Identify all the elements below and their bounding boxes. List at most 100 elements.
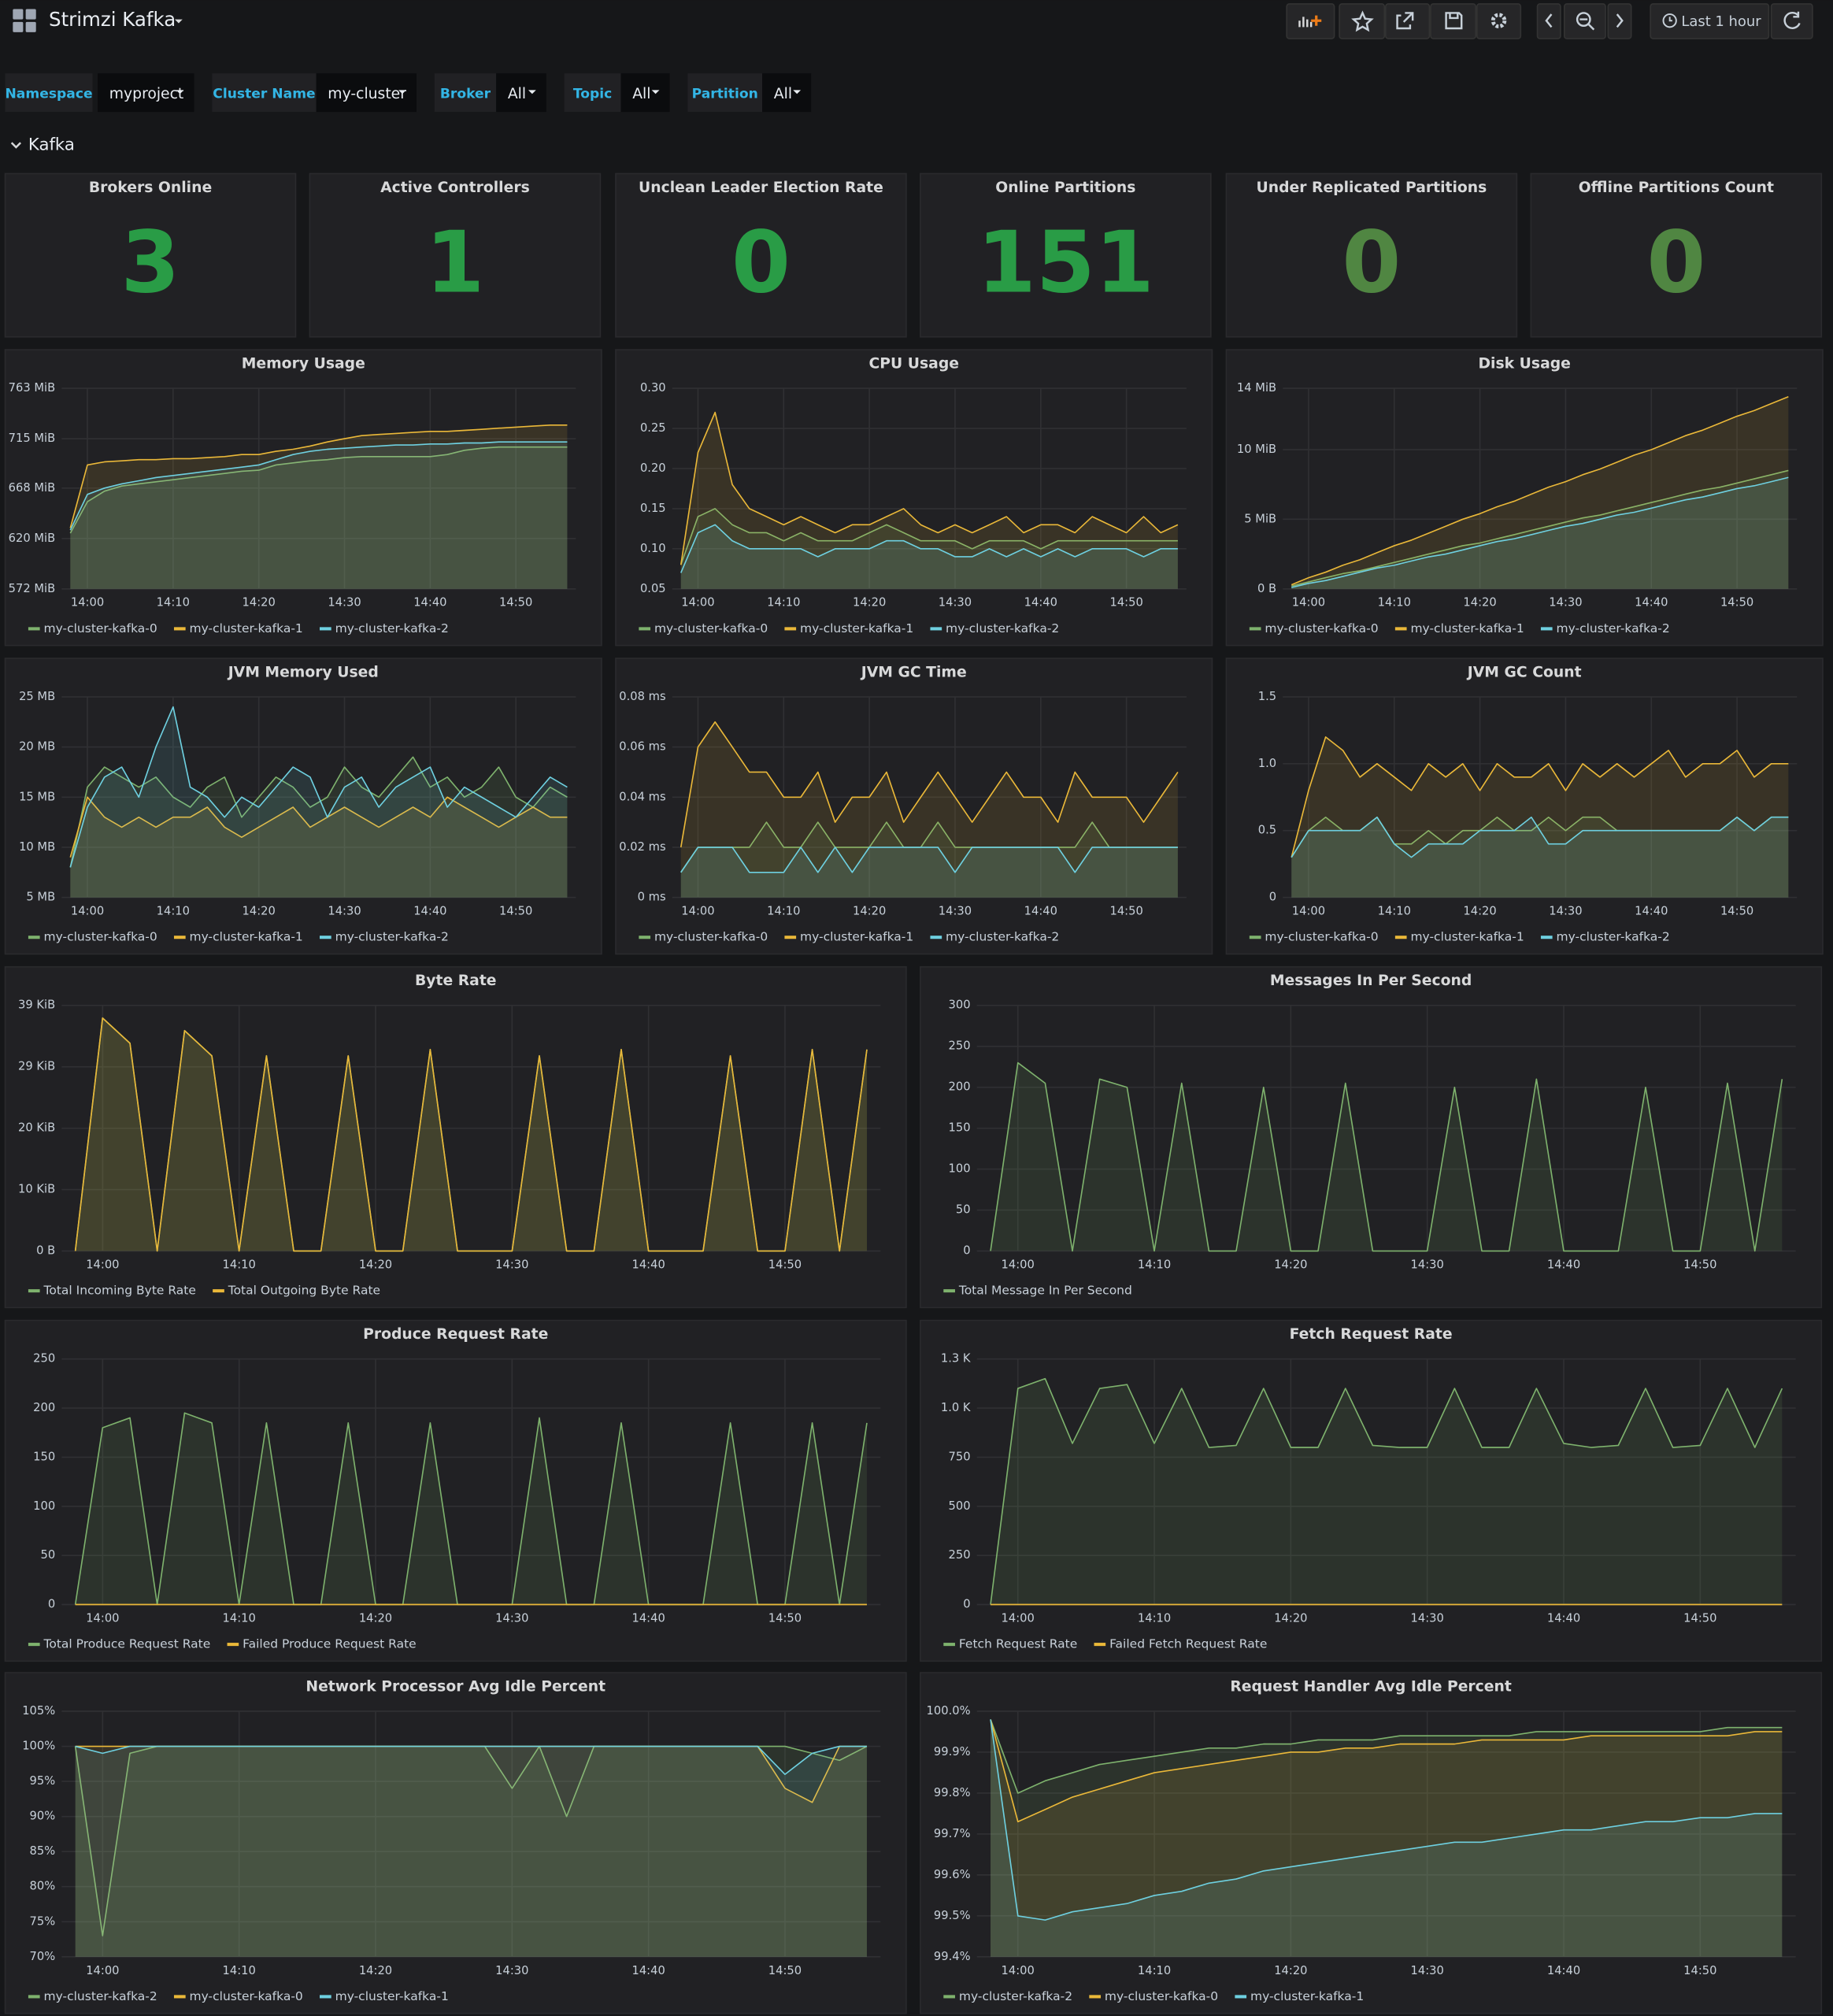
legend-label[interactable]: my-cluster-kafka-0 (190, 1989, 303, 2003)
variable-value-box[interactable] (316, 73, 417, 113)
legend-label[interactable]: my-cluster-kafka-0 (1105, 1989, 1218, 2003)
y-tick-label: 200 (33, 1401, 55, 1414)
add-panel-button[interactable] (1286, 3, 1335, 39)
x-tick-label: 14:30 (1411, 1611, 1444, 1625)
legend-label[interactable]: my-cluster-kafka-1 (1410, 621, 1524, 636)
variable-value[interactable]: All (632, 86, 650, 102)
variable-label: Broker (440, 86, 491, 102)
x-tick-label: 14:20 (1463, 596, 1496, 610)
series-area (70, 442, 568, 589)
series-area (1291, 470, 1789, 589)
legend-label[interactable]: Total Message In Per Second (958, 1284, 1132, 1298)
legend-label[interactable]: my-cluster-kafka-1 (335, 1989, 449, 2003)
star-button[interactable] (1339, 3, 1386, 39)
legend-label[interactable]: my-cluster-kafka-0 (44, 621, 157, 636)
legend-label[interactable]: Failed Fetch Request Rate (1109, 1637, 1267, 1651)
series-line (69, 441, 568, 531)
variable-value-box[interactable] (620, 73, 670, 113)
x-tick-label: 14:10 (223, 1964, 256, 1977)
y-tick-label: 100% (22, 1740, 55, 1753)
y-tick-label: 668 MiB (9, 481, 56, 495)
y-tick-label: 1.5 (1258, 690, 1276, 703)
y-tick-label: 99.5% (934, 1909, 971, 1922)
chart-title: Byte Rate (415, 973, 497, 989)
legend-label[interactable]: my-cluster-kafka-1 (190, 930, 303, 944)
x-tick-label: 14:30 (939, 596, 972, 610)
series-area (1291, 817, 1789, 898)
variable-caret (176, 90, 184, 94)
x-tick-label: 14:50 (1720, 905, 1753, 918)
legend-label[interactable]: Total Outgoing Byte Rate (228, 1284, 380, 1298)
variable-value[interactable]: All (774, 86, 792, 102)
time-range[interactable]: Last 1 hour (1681, 13, 1761, 30)
legend-label[interactable]: Total Produce Request Rate (43, 1637, 211, 1651)
legend-label[interactable]: my-cluster-kafka-1 (800, 930, 913, 944)
variable-label: Partition (692, 86, 758, 102)
variable-value[interactable]: All (508, 86, 526, 102)
legend-label[interactable]: my-cluster-kafka-1 (1410, 930, 1524, 944)
x-tick-label: 14:10 (223, 1611, 256, 1625)
row-chevron[interactable] (10, 142, 21, 149)
x-tick-label: 14:40 (1547, 1611, 1580, 1625)
save-button[interactable] (1430, 3, 1476, 39)
app-logo[interactable] (13, 9, 36, 32)
variable-value-box[interactable] (762, 73, 812, 113)
series-line (69, 796, 568, 858)
chart-title: Request Handler Avg Idle Percent (1230, 1678, 1512, 1695)
legend-label[interactable]: my-cluster-kafka-2 (44, 1989, 157, 2003)
legend-label[interactable]: my-cluster-kafka-0 (654, 621, 768, 636)
y-tick-label: 85% (30, 1844, 56, 1858)
series-line (990, 1062, 1783, 1252)
settings-button[interactable] (1476, 3, 1522, 39)
x-tick-label: 14:50 (1683, 1258, 1716, 1272)
stat-title: Online Partitions (995, 180, 1135, 196)
title-caret (175, 19, 183, 24)
legend-label[interactable]: my-cluster-kafka-2 (946, 930, 1059, 944)
y-tick-label: 95% (30, 1774, 56, 1788)
legend-label[interactable]: my-cluster-kafka-2 (946, 621, 1059, 636)
legend-label[interactable]: Failed Produce Request Rate (243, 1637, 417, 1651)
legend-label[interactable]: my-cluster-kafka-2 (1557, 621, 1670, 636)
variable-label-box (5, 73, 93, 113)
legend-label[interactable]: my-cluster-kafka-1 (800, 621, 913, 636)
legend-label[interactable]: my-cluster-kafka-0 (654, 930, 768, 944)
dashboard-title[interactable]: Strimzi Kafka (49, 8, 176, 31)
x-tick-label: 14:20 (243, 596, 276, 610)
time-picker[interactable] (1650, 3, 1770, 39)
legend-label[interactable]: Total Incoming Byte Rate (43, 1284, 196, 1298)
x-tick-label: 14:30 (1411, 1964, 1444, 1977)
legend-label[interactable]: my-cluster-kafka-0 (1265, 621, 1378, 636)
x-tick-label: 14:50 (1683, 1611, 1716, 1625)
row-title[interactable]: Kafka (28, 135, 75, 155)
legend-label[interactable]: my-cluster-kafka-2 (1557, 930, 1670, 944)
y-tick-label: 105% (22, 1704, 55, 1718)
x-tick-label: 14:40 (1024, 905, 1057, 918)
x-tick-label: 14:00 (681, 905, 714, 918)
refresh-button[interactable] (1770, 3, 1813, 39)
x-tick-label: 14:10 (157, 596, 190, 610)
chart-title: Fetch Request Rate (1290, 1326, 1453, 1343)
legend-label[interactable]: my-cluster-kafka-0 (44, 930, 157, 944)
variable-value[interactable]: myproject (109, 86, 184, 102)
y-tick-label: 0.30 (640, 381, 666, 395)
legend-label[interactable]: my-cluster-kafka-2 (335, 621, 449, 636)
x-tick-label: 14:20 (853, 596, 886, 610)
y-tick-label: 90% (30, 1810, 56, 1823)
legend-label[interactable]: my-cluster-kafka-0 (1265, 930, 1378, 944)
x-tick-label: 14:20 (1274, 1611, 1307, 1625)
time-forward-button[interactable] (1607, 3, 1632, 39)
x-tick-label: 14:30 (495, 1258, 528, 1272)
zoom-out-button[interactable] (1563, 3, 1606, 39)
variable-value[interactable]: my-cluster (328, 86, 406, 102)
legend-label[interactable]: Fetch Request Rate (959, 1637, 1077, 1651)
legend-label[interactable]: my-cluster-kafka-1 (1250, 1989, 1364, 2003)
variable-label-box (212, 73, 317, 113)
time-back-button[interactable] (1536, 3, 1561, 39)
share-button[interactable] (1385, 3, 1431, 39)
variable-value-box[interactable] (496, 73, 546, 113)
legend-label[interactable]: my-cluster-kafka-1 (190, 621, 303, 636)
series-line (69, 706, 568, 868)
variable-value-box[interactable] (98, 73, 194, 113)
legend-label[interactable]: my-cluster-kafka-2 (959, 1989, 1072, 2003)
legend-label[interactable]: my-cluster-kafka-2 (335, 930, 449, 944)
